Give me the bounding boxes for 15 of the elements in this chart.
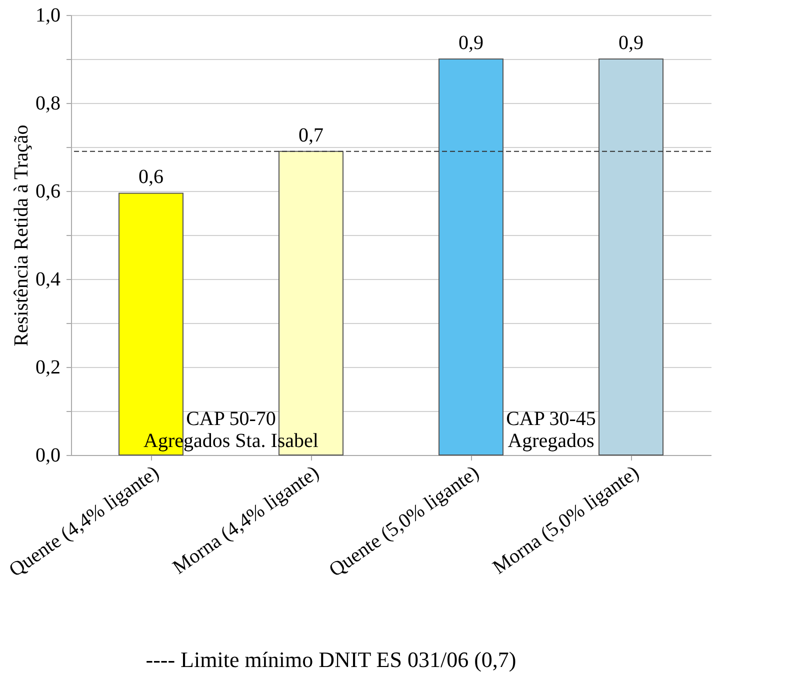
y-axis-title: Resistência Retida à Tração (10, 124, 32, 346)
y-tick-label: 0,6 (36, 180, 60, 202)
data-label: 0,6 (138, 166, 164, 188)
bar (438, 58, 504, 456)
y-tick-label: 0,4 (36, 268, 60, 290)
data-label: 0,7 (298, 124, 324, 146)
y-tick-label: 0,8 (36, 92, 60, 114)
text: ---- Limite mínimo DNIT ES 031/06 (0,7) (146, 647, 516, 672)
y-tick-label: 0,2 (36, 356, 60, 378)
annotation: CAP 30-45 Agregados (506, 408, 596, 452)
y-tick-label: 0,0 (36, 444, 60, 466)
bar (598, 58, 664, 456)
y-tick-label: 1,0 (36, 4, 60, 26)
data-label: 0,9 (458, 32, 484, 54)
data-label: 0,9 (618, 32, 644, 54)
